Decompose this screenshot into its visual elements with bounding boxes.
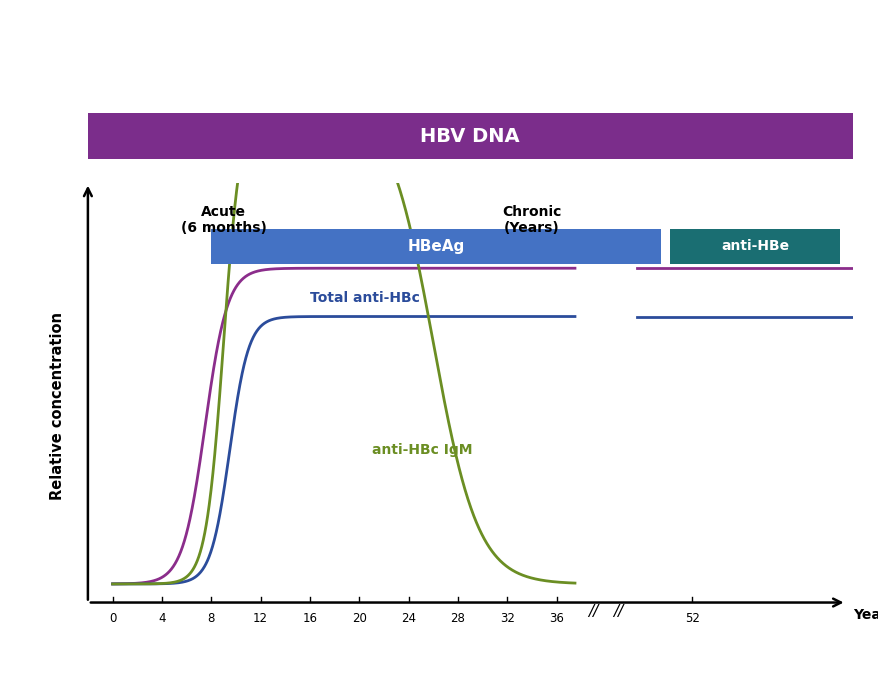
Text: 24: 24 <box>400 612 415 625</box>
Text: HBsAg: HBsAg <box>310 246 361 260</box>
Text: anti-HBc IgM: anti-HBc IgM <box>371 443 471 457</box>
Text: Acute
(6 months): Acute (6 months) <box>181 205 266 235</box>
Text: 16: 16 <box>302 612 317 625</box>
Text: 0: 0 <box>109 612 116 625</box>
Text: 32: 32 <box>500 612 515 625</box>
Text: Relative concentration: Relative concentration <box>49 311 64 500</box>
Text: HBeAg: HBeAg <box>407 239 464 254</box>
Text: anti-HBe: anti-HBe <box>720 240 788 253</box>
Text: //: // <box>613 605 623 619</box>
Text: 20: 20 <box>351 612 366 625</box>
Text: 12: 12 <box>253 612 268 625</box>
Text: Total anti-HBc: Total anti-HBc <box>310 290 420 305</box>
Text: 28: 28 <box>450 612 464 625</box>
Text: 8: 8 <box>207 612 215 625</box>
Text: 4: 4 <box>158 612 165 625</box>
Text: Years: Years <box>852 608 878 622</box>
Text: Chronic
(Years): Chronic (Years) <box>501 205 561 235</box>
Text: 36: 36 <box>549 612 564 625</box>
Text: //: // <box>587 605 598 619</box>
Text: HBV DNA: HBV DNA <box>420 127 520 146</box>
Text: 52: 52 <box>684 612 699 625</box>
